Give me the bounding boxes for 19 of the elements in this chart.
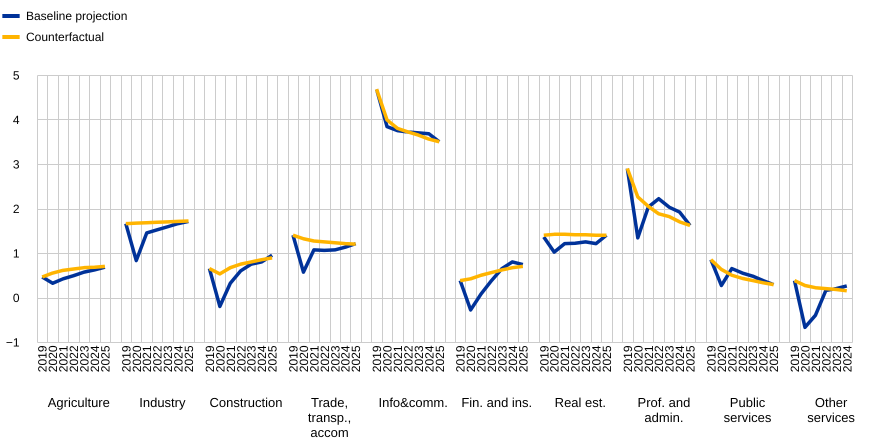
legend-label: Counterfactual xyxy=(26,30,104,44)
text: Agriculture xyxy=(48,395,110,410)
y-tick-label: 2 xyxy=(12,202,20,216)
y-tick-label: 3 xyxy=(12,158,20,172)
text: Info&comm. xyxy=(378,395,448,410)
text: Trade, transp., accom xyxy=(308,395,352,440)
legend-label: Baseline projection xyxy=(26,9,128,23)
text: Real est. xyxy=(554,395,606,410)
y-tick-label: 0 xyxy=(12,291,20,305)
text: Prof. and admin. xyxy=(638,395,690,425)
text: Construction xyxy=(209,395,282,410)
y-tick-label: −1 xyxy=(6,336,20,350)
y-tick-label: 4 xyxy=(12,113,20,127)
y-tick-label: 5 xyxy=(12,68,20,82)
text: Public services xyxy=(724,395,772,425)
text: Fin. and ins. xyxy=(461,395,532,410)
y-tick-label: 1 xyxy=(12,246,20,260)
text: Industry xyxy=(139,395,186,410)
text: Other services xyxy=(807,395,856,425)
